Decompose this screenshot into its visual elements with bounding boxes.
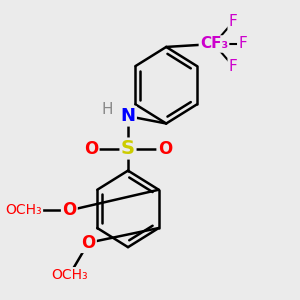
Text: N: N [121, 107, 136, 125]
Text: O: O [158, 140, 172, 158]
Text: OCH₃: OCH₃ [5, 203, 42, 218]
Text: F: F [238, 37, 247, 52]
Text: OCH₃: OCH₃ [51, 268, 88, 282]
Text: O: O [62, 201, 76, 219]
Text: O: O [84, 140, 98, 158]
Text: CF₃: CF₃ [200, 37, 228, 52]
Text: F: F [229, 58, 238, 74]
Text: S: S [121, 139, 135, 158]
Text: F: F [229, 14, 238, 29]
Text: H: H [102, 102, 113, 117]
Text: O: O [81, 234, 96, 252]
